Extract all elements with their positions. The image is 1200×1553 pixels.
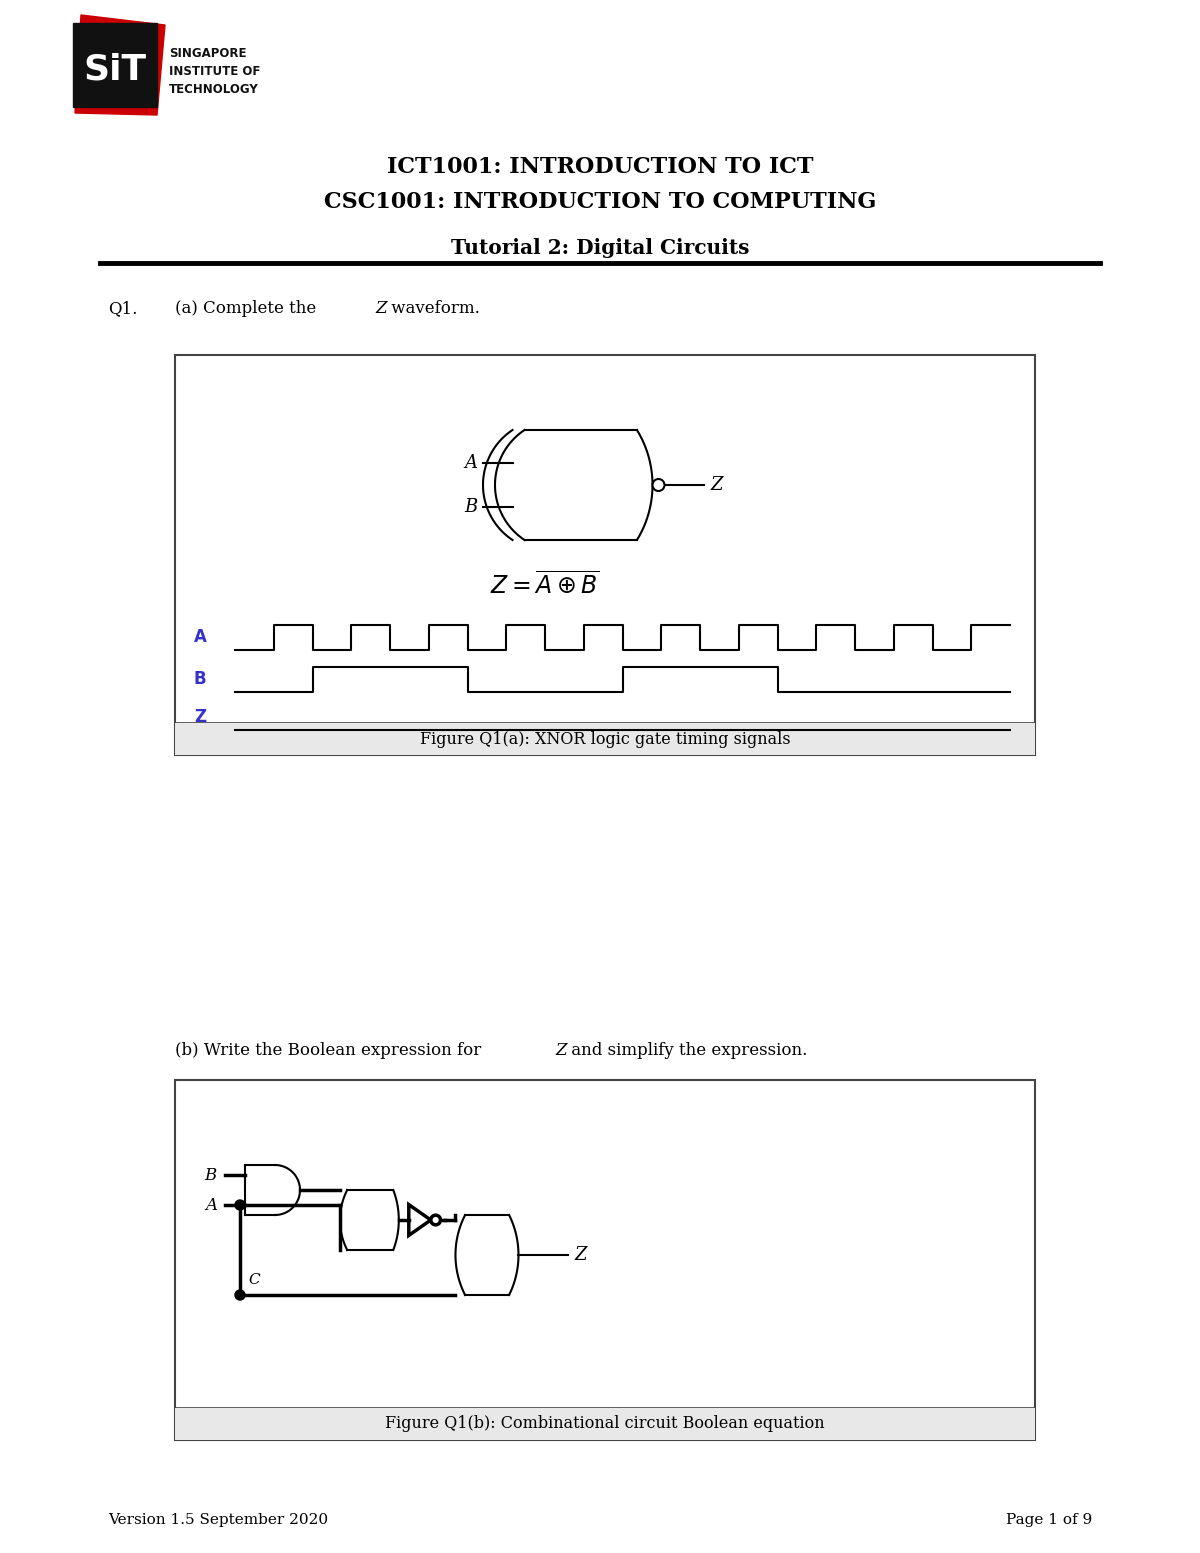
Text: A: A: [205, 1196, 217, 1213]
Text: Figure Q1(a): XNOR logic gate timing signals: Figure Q1(a): XNOR logic gate timing sig…: [420, 730, 791, 747]
Text: (b) Write the Boolean expression for: (b) Write the Boolean expression for: [175, 1042, 486, 1059]
Circle shape: [431, 1214, 440, 1225]
Text: Z: Z: [710, 477, 722, 494]
Circle shape: [235, 1200, 245, 1210]
Text: Page 1 of 9: Page 1 of 9: [1006, 1513, 1092, 1527]
Text: Z: Z: [575, 1246, 587, 1264]
Text: Version 1.5 September 2020: Version 1.5 September 2020: [108, 1513, 328, 1527]
Polygon shape: [409, 1205, 431, 1235]
Circle shape: [653, 478, 665, 491]
Text: (a) Complete the: (a) Complete the: [175, 300, 322, 317]
Circle shape: [235, 1291, 245, 1300]
FancyBboxPatch shape: [175, 1409, 1034, 1440]
Text: Q1.: Q1.: [108, 300, 137, 317]
Text: Z: Z: [374, 300, 386, 317]
Text: Figure Q1(b): Combinational circuit Boolean equation: Figure Q1(b): Combinational circuit Bool…: [385, 1415, 824, 1432]
Text: B: B: [193, 671, 206, 688]
FancyBboxPatch shape: [175, 1079, 1034, 1440]
Text: ICT1001: INTRODUCTION TO ICT: ICT1001: INTRODUCTION TO ICT: [386, 155, 814, 179]
Polygon shape: [74, 16, 166, 115]
Text: Z: Z: [194, 708, 206, 727]
Text: Tutorial 2: Digital Circuits: Tutorial 2: Digital Circuits: [451, 238, 749, 258]
Text: SINGAPORE
INSTITUTE OF
TECHNOLOGY: SINGAPORE INSTITUTE OF TECHNOLOGY: [169, 47, 260, 96]
Text: A: A: [193, 629, 206, 646]
Text: SiT: SiT: [84, 53, 146, 87]
Text: CSC1001: INTRODUCTION TO COMPUTING: CSC1001: INTRODUCTION TO COMPUTING: [324, 191, 876, 213]
Polygon shape: [73, 23, 157, 107]
Text: B: B: [205, 1166, 217, 1183]
Text: B: B: [464, 499, 478, 516]
Text: waveform.: waveform.: [386, 300, 480, 317]
Text: and simplify the expression.: and simplify the expression.: [566, 1042, 808, 1059]
FancyBboxPatch shape: [175, 356, 1034, 755]
Text: C: C: [248, 1273, 259, 1287]
Text: $Z = \overline{A \oplus B}$: $Z = \overline{A \oplus B}$: [491, 572, 600, 599]
Text: Z: Z: [554, 1042, 566, 1059]
FancyBboxPatch shape: [175, 724, 1034, 755]
Text: A: A: [464, 453, 478, 472]
